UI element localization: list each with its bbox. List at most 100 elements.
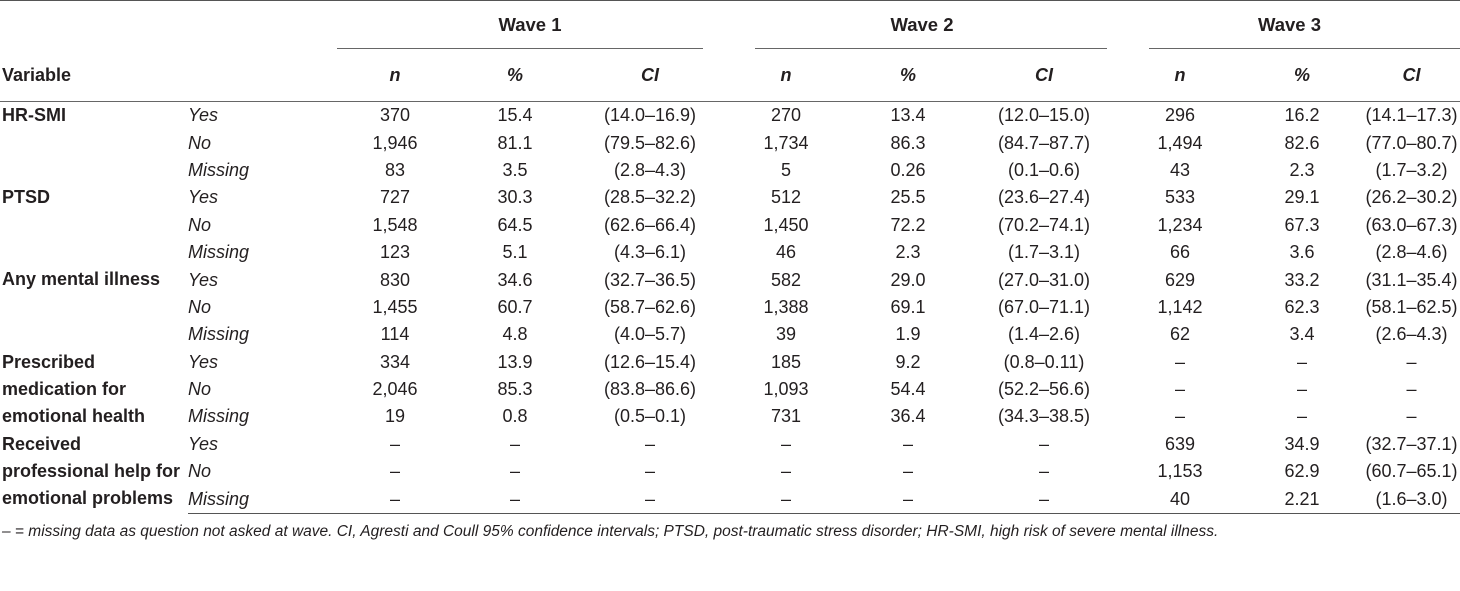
table-row: No 2,046 85.3 (83.8–86.6) 1,093 54.4 (52.2–56.… xyxy=(0,376,1460,403)
w3-ci-cell: (2.6–4.3) xyxy=(1375,324,1448,345)
table-row: Prescribed medication for emotional heal… xyxy=(0,349,1460,426)
w2-n-cell: – xyxy=(725,485,847,514)
w2-n-header: n xyxy=(725,49,847,102)
w1-ci-cell: (14.0–16.9) xyxy=(603,105,697,126)
w3-n-cell: 1,494 xyxy=(1157,132,1203,153)
w3-ci-cell: (2.8–4.6) xyxy=(1375,242,1448,263)
w1-n-cell: 830 xyxy=(379,269,411,290)
w3-ci-cell: (14.1–17.3) xyxy=(1365,105,1458,126)
w3-n-cell: 639 xyxy=(1164,433,1196,454)
w2-n-cell: 46 xyxy=(775,242,797,263)
w2-n-cell: 39 xyxy=(775,324,797,345)
w3-ci-cell: (58.1–62.5) xyxy=(1365,296,1458,317)
table-row: Missing 19 0.8 (0.5–0.1) 731 36.4 (34.3–38.5) –… xyxy=(0,403,1460,430)
w1-n-cell: 334 xyxy=(379,351,411,372)
w1-ci-cell: (4.0–5.7) xyxy=(613,324,687,345)
variable-name: PTSD xyxy=(2,187,51,208)
w3-n-cell: – xyxy=(1174,406,1185,427)
table-row: Missing 123 5.1 (4.3–6.1) 46 2.3 (1.7–3.1) 66 3.… xyxy=(0,239,1460,266)
w2-ci-cell: (34.3–38.5) xyxy=(997,406,1091,427)
w3-pct-cell: 62.3 xyxy=(1284,296,1320,317)
w1-ci-cell: (83.8–86.6) xyxy=(603,379,697,400)
table-footnote: – = missing data as question not asked a… xyxy=(2,522,1219,540)
category-label: Yes xyxy=(188,269,219,290)
w2-ci-cell: – xyxy=(969,485,1119,514)
table-row: No – – – – – – 1,153 62.9 (60.7–65.1) xyxy=(0,458,1460,485)
w2-n-cell: 731 xyxy=(770,406,802,427)
w1-pct-cell: 5.1 xyxy=(502,242,528,263)
w3-ci-header: CI xyxy=(1363,49,1460,102)
w2-n-cell: 582 xyxy=(770,269,802,290)
table-row: Any mental illness Yes 830 34.6 (32.7–36.5) 5… xyxy=(0,266,1460,293)
w1-n-cell: 1,548 xyxy=(372,214,418,235)
w2-pct-cell: 9.2 xyxy=(895,351,921,372)
w2-n-cell: 512 xyxy=(770,187,802,208)
variable-header: Variable xyxy=(0,49,335,102)
w1-ci-cell: (28.5–32.2) xyxy=(603,187,697,208)
w3-ci-cell: (26.2–30.2) xyxy=(1365,187,1458,208)
category-label: No xyxy=(188,379,212,400)
w3-n-cell: – xyxy=(1174,351,1185,372)
wave-1-header: Wave 1 xyxy=(335,1,725,49)
w2-n-cell: 1,734 xyxy=(763,132,809,153)
w1-pct-cell: 64.5 xyxy=(497,214,533,235)
category-label: Yes xyxy=(188,187,219,208)
w1-pct-cell: 3.5 xyxy=(502,159,528,180)
table-row: Missing 83 3.5 (2.8–4.3) 5 0.26 (0.1–0.6) 43 2.3… xyxy=(0,157,1460,184)
w2-ci-cell: (0.8–0.11) xyxy=(1003,351,1085,372)
w2-ci-cell: (12.0–15.0) xyxy=(997,105,1091,126)
w2-pct-cell: 86.3 xyxy=(890,132,926,153)
header-spacer xyxy=(188,1,335,49)
w2-ci-cell: (1.7–3.1) xyxy=(1007,242,1081,263)
w1-n-header: n xyxy=(335,49,455,102)
w2-n-cell: 270 xyxy=(770,105,802,126)
category-label: No xyxy=(188,214,212,235)
w3-pct-cell: 2.21 xyxy=(1241,485,1363,514)
table-row: No 1,455 60.7 (58.7–62.6) 1,388 69.1 (67.0–71.… xyxy=(0,294,1460,321)
results-table: Wave 1 Wave 2 Wave 3 Variable n % CI n %… xyxy=(0,0,1460,514)
w2-pct-cell: 2.3 xyxy=(895,242,921,263)
category-label: No xyxy=(188,132,212,153)
w1-ci-cell: (4.3–6.1) xyxy=(613,242,687,263)
w3-n-cell: 1,234 xyxy=(1157,214,1203,235)
w2-ci-cell: (70.2–74.1) xyxy=(997,214,1091,235)
w2-pct-cell: 29.0 xyxy=(890,269,926,290)
table-row: Received professional help for emotional… xyxy=(0,431,1460,508)
w2-pct-cell: 25.5 xyxy=(890,187,926,208)
table-row: PTSD Yes 727 30.3 (28.5–32.2) 512 25.5 (23.6–27… xyxy=(0,184,1460,211)
w1-pct-cell: 34.6 xyxy=(497,269,533,290)
w2-pct-cell: – xyxy=(847,485,969,514)
w1-ci-cell: – xyxy=(575,485,725,514)
w3-ci-cell: (60.7–65.1) xyxy=(1365,461,1458,482)
variable-name: Prescribed medication for emotional heal… xyxy=(2,351,146,426)
w1-ci-cell: (62.6–66.4) xyxy=(603,214,697,235)
wave-2-header: Wave 2 xyxy=(725,1,1119,49)
category-label: Missing xyxy=(188,159,250,180)
w3-pct-cell: 34.9 xyxy=(1284,433,1320,454)
w1-ci-cell: – xyxy=(644,433,655,454)
w2-pct-header: % xyxy=(847,49,969,102)
w3-pct-cell: 67.3 xyxy=(1284,214,1320,235)
variable-name: Any mental illness xyxy=(2,269,161,290)
w2-n-cell: 1,450 xyxy=(763,214,809,235)
w3-pct-cell: 33.2 xyxy=(1284,269,1320,290)
w1-n-cell: 19 xyxy=(384,406,406,427)
w1-n-cell: – xyxy=(335,485,455,514)
category-label: Yes xyxy=(188,433,219,454)
w2-ci-cell: (67.0–71.1) xyxy=(997,296,1091,317)
w1-n-cell: 123 xyxy=(379,242,411,263)
w2-ci-cell: (52.2–56.6) xyxy=(997,379,1091,400)
w3-n-cell: 40 xyxy=(1119,485,1241,514)
category-label: No xyxy=(188,296,212,317)
w1-pct-cell: 13.9 xyxy=(497,351,533,372)
w3-n-cell: 66 xyxy=(1169,242,1191,263)
w3-pct-cell: 3.6 xyxy=(1289,242,1315,263)
w1-n-cell: 1,455 xyxy=(372,296,418,317)
w3-pct-cell: – xyxy=(1296,351,1307,372)
category-label: Missing xyxy=(188,242,250,263)
w2-n-cell: 185 xyxy=(770,351,802,372)
w1-n-cell: 83 xyxy=(384,159,406,180)
w3-pct-cell: 2.3 xyxy=(1289,159,1315,180)
w1-pct-header: % xyxy=(455,49,575,102)
w1-pct-cell: 30.3 xyxy=(497,187,533,208)
